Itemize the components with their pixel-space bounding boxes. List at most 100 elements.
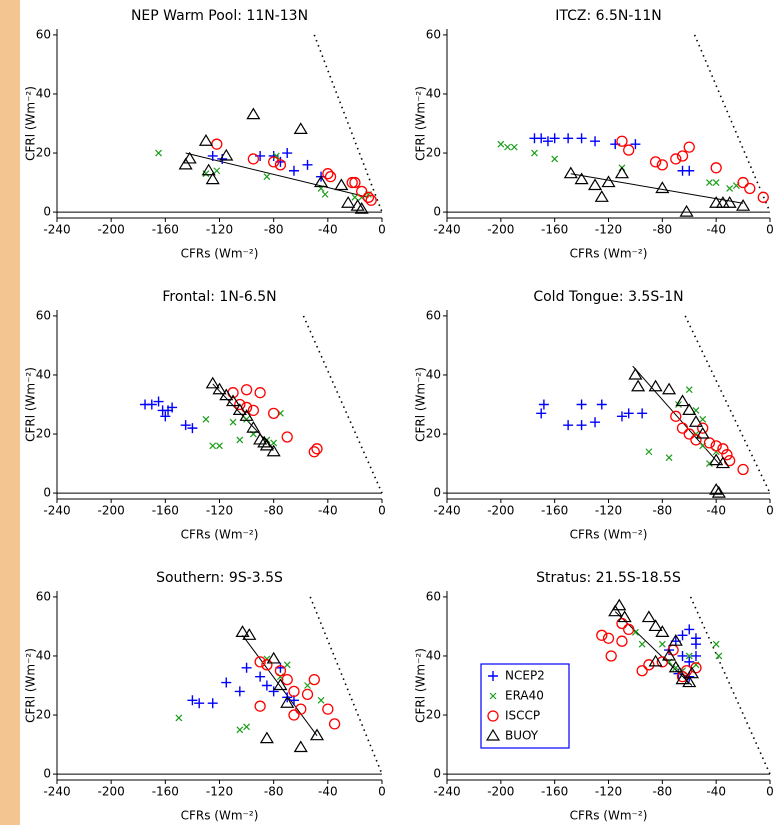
point [497, 140, 505, 148]
point [213, 167, 221, 175]
point [587, 178, 603, 191]
x-tick-label: -200 [98, 223, 125, 237]
point [641, 610, 656, 623]
point [221, 677, 232, 688]
legend-marker [487, 710, 499, 722]
x-tick-label: -160 [152, 223, 179, 237]
x-tick-label: -80 [653, 504, 673, 518]
point [616, 411, 627, 422]
point [676, 670, 689, 683]
point [726, 185, 734, 192]
x-tick-label: -40 [706, 785, 726, 799]
point [243, 415, 251, 423]
point [737, 176, 749, 189]
point [167, 402, 178, 413]
point [668, 660, 683, 673]
point [590, 136, 601, 147]
point [637, 408, 648, 419]
y-axis-label: CFRl (Wm⁻²) [414, 648, 428, 723]
point [668, 634, 683, 646]
point [365, 194, 377, 206]
panel-title: Cold Tongue: 3.5S-1N [533, 289, 683, 305]
point [232, 403, 247, 416]
point [293, 122, 308, 135]
point [236, 726, 244, 734]
point [684, 165, 695, 176]
point [295, 703, 307, 715]
point [187, 423, 198, 434]
point [531, 149, 538, 157]
point [706, 179, 713, 186]
x-tick-label: -240 [433, 223, 460, 237]
y-tick-label: 20 [426, 708, 441, 722]
point [677, 630, 688, 641]
y-tick-label: 60 [36, 308, 51, 322]
point [576, 399, 587, 410]
point [648, 654, 663, 667]
point [612, 598, 627, 611]
point [246, 420, 261, 433]
point [685, 386, 693, 394]
point [645, 448, 653, 456]
point [304, 682, 311, 689]
point [160, 411, 171, 422]
point [677, 650, 688, 661]
point [649, 156, 662, 168]
point [623, 408, 634, 419]
point [322, 703, 334, 715]
x-tick-label: -200 [98, 504, 125, 518]
point [212, 382, 227, 395]
point [314, 175, 329, 188]
point [656, 159, 668, 171]
y-tick-label: 60 [426, 27, 441, 41]
point [283, 661, 291, 669]
point [229, 418, 237, 426]
point [683, 428, 695, 440]
point [690, 650, 701, 661]
point [643, 659, 655, 671]
point [601, 175, 616, 188]
point [662, 648, 677, 661]
y-tick-label: 40 [36, 86, 51, 100]
point [308, 446, 320, 458]
point [308, 673, 320, 686]
x-tick-label: -160 [152, 504, 179, 518]
point [259, 731, 274, 744]
point [536, 408, 547, 419]
point [317, 696, 325, 704]
point [194, 698, 205, 709]
point [302, 159, 313, 170]
y-axis-label: CFRl (Wm⁻²) [24, 86, 38, 161]
point [254, 700, 266, 712]
x-tick-label: -80 [653, 223, 673, 237]
x-axis-label: CFRs (Wm⁻²) [181, 528, 259, 542]
point [675, 394, 690, 407]
x-tick-label: -240 [43, 785, 70, 799]
y-axis-label: CFRl (Wm⁻²) [414, 367, 428, 442]
point [628, 367, 643, 380]
point [282, 148, 293, 159]
point [630, 139, 641, 150]
point [175, 714, 183, 722]
x-tick-label: -120 [595, 504, 622, 518]
point [178, 157, 193, 170]
point [684, 624, 695, 635]
point [709, 453, 724, 466]
point [715, 456, 730, 469]
point [683, 141, 695, 153]
point [236, 436, 244, 444]
legend-label: BUOY [505, 729, 539, 743]
point [362, 191, 375, 203]
x-tick-label: -80 [264, 785, 284, 799]
x-tick-label: -200 [487, 785, 514, 799]
fit-line [242, 634, 318, 737]
point [324, 171, 337, 183]
y-tick-label: 40 [426, 648, 441, 662]
point [679, 204, 694, 217]
y-tick-label: 60 [426, 589, 441, 603]
point [205, 376, 220, 389]
point [712, 179, 720, 186]
x-tick-label: -80 [653, 785, 673, 799]
point [676, 150, 689, 162]
